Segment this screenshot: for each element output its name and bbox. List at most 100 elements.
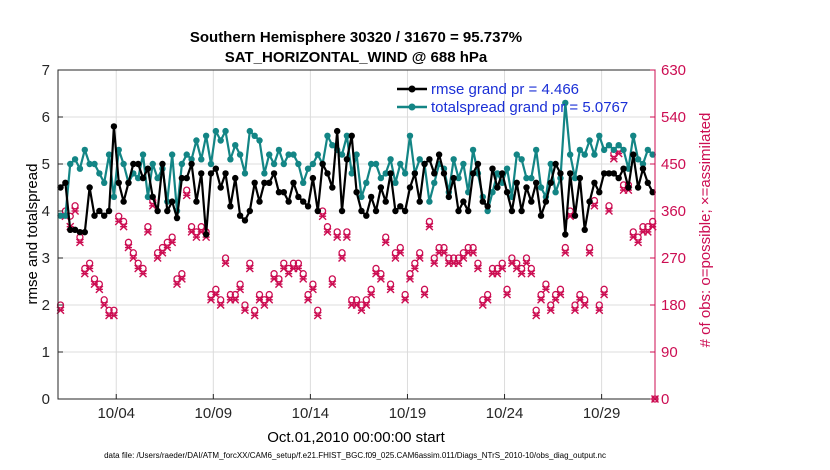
obs-possible-marker [309, 280, 317, 288]
totalspread-point [431, 179, 438, 186]
rmse-point [178, 174, 186, 182]
obs-possible-marker [338, 249, 346, 257]
totalspread-point [596, 132, 603, 139]
rmse-point [76, 228, 84, 236]
obs-assimilated-marker [143, 227, 152, 236]
obs-assimilated-marker [265, 295, 274, 304]
rmse-point [202, 231, 210, 238]
rmse-point [596, 189, 603, 196]
left-y-tick-label: 0 [42, 391, 50, 408]
obs-possible-marker [430, 254, 438, 262]
rmse-point [353, 189, 360, 196]
obs-assimilated-marker [483, 295, 492, 304]
obs-possible-marker [90, 275, 99, 283]
rmse-point [193, 198, 200, 205]
obs-assimilated-marker [595, 306, 604, 315]
totalspread-point [348, 170, 355, 177]
right-y-axis-label: # of obs: o=possible; ×=assimilated [697, 113, 714, 348]
totalspread-point [528, 174, 535, 182]
legend: rmse grand pr = 4.466 totalspread grand … [397, 81, 628, 116]
rmse-point [499, 170, 506, 177]
right-y-tick-label: 630 [661, 62, 686, 79]
obs-possible-marker [241, 301, 249, 309]
obs-assimilated-marker [109, 311, 118, 320]
totalspread-point [105, 151, 113, 158]
obs-assimilated-marker [308, 285, 317, 294]
right-y-tick-label: 180 [661, 297, 686, 314]
obs-possible-marker [396, 243, 404, 252]
totalspread-point [246, 127, 254, 135]
rmse-point [566, 170, 574, 177]
obs-possible-marker [183, 186, 191, 194]
obs-possible-marker [498, 259, 506, 267]
obs-possible-marker [178, 270, 186, 278]
legend-swatch-rmse-marker [408, 85, 416, 93]
rmse-point [615, 174, 622, 182]
obs-assimilated-marker [245, 264, 254, 273]
legend-label-spread: totalspread grand pr = 5.0767 [431, 99, 628, 116]
obs-assimilated-marker [333, 233, 342, 242]
rmse-point [295, 193, 302, 201]
totalspread-point [426, 198, 433, 205]
obs-possible-marker [435, 243, 443, 252]
rmse-point [270, 170, 278, 177]
rmse-point [479, 198, 486, 205]
rmse-point [591, 179, 598, 186]
obs-assimilated-marker [469, 248, 478, 257]
totalspread-point [450, 156, 457, 163]
obs-assimilated-marker [381, 238, 390, 247]
rmse-point [649, 189, 656, 196]
rmse-point [207, 170, 215, 177]
rmse-point [338, 207, 346, 215]
obs-assimilated-marker [401, 295, 410, 304]
obs-possible-marker [556, 285, 565, 293]
totalspread-point [382, 170, 389, 177]
rmse-point [144, 165, 152, 172]
obs-possible-marker [561, 243, 569, 252]
left-y-tick-label: 2 [42, 297, 50, 314]
obs-possible-marker [416, 249, 424, 257]
totalspread-point [518, 156, 525, 163]
obs-assimilated-marker [323, 227, 332, 236]
left-y-tick-label: 7 [42, 62, 50, 79]
obs-possible-marker [328, 275, 336, 283]
obs-possible-marker [488, 264, 497, 273]
rmse-point [440, 170, 448, 177]
x-tick-label: 10/09 [195, 405, 233, 422]
rmse-point [236, 212, 244, 219]
totalspread-point [566, 151, 574, 158]
obs-assimilated-marker [585, 248, 594, 257]
series-lines [57, 99, 656, 238]
rmse-point [557, 170, 564, 177]
totalspread-point [397, 160, 404, 168]
rmse-point [431, 170, 438, 177]
totalspread-point [227, 156, 234, 163]
totalspread-point [261, 170, 268, 177]
rmse-point [275, 189, 283, 196]
rmse-point [101, 212, 108, 219]
obs-possible-marker [251, 306, 259, 314]
right-axis: 0 90 180 270 360 450 540 630 [650, 62, 686, 408]
obs-assimilated-marker [546, 306, 555, 315]
totalspread-point [183, 151, 190, 158]
obs-assimilated-marker [119, 222, 128, 231]
rmse-point [261, 179, 268, 186]
obs-assimilated-marker [362, 301, 371, 309]
obs-assimilated-marker [439, 248, 448, 257]
totalspread-point [484, 207, 491, 215]
rmse-point [164, 207, 171, 215]
obs-assimilated-marker [274, 280, 283, 289]
obs-possible-marker [294, 259, 303, 267]
totalspread-point [71, 156, 79, 163]
obs-assimilated-marker [367, 290, 376, 299]
obs-possible-marker [246, 259, 254, 267]
totalspread-point [207, 160, 215, 168]
obs-assimilated-marker [522, 259, 531, 268]
obs-possible-marker [362, 296, 370, 304]
obs-possible-marker [600, 285, 608, 293]
obs-possible-marker [469, 243, 477, 252]
totalspread-point [168, 151, 176, 158]
totalspread-point [304, 165, 312, 172]
right-y-tick-label: 90 [661, 344, 678, 361]
rmse-point [304, 203, 312, 210]
